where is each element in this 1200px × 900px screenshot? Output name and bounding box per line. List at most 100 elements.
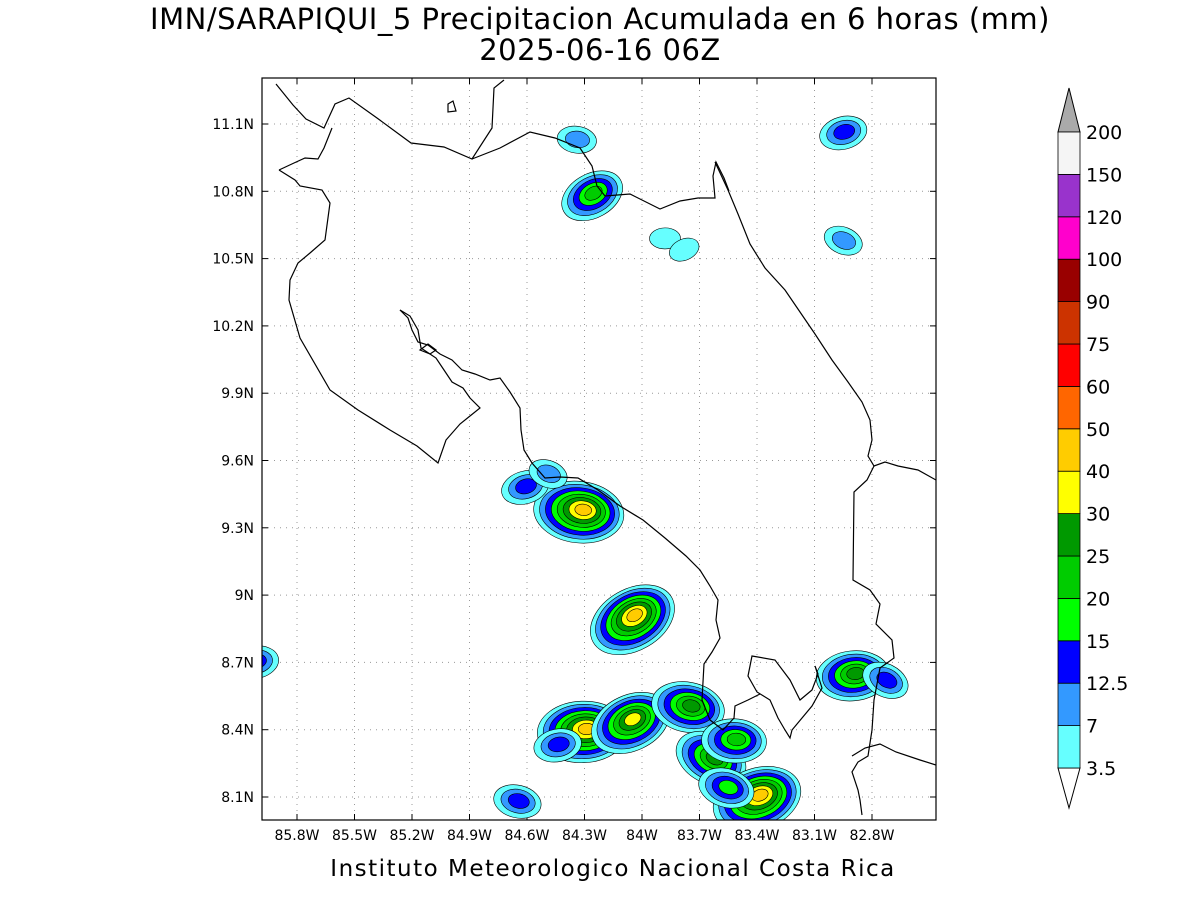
- colorbar-label: 90: [1086, 292, 1110, 314]
- lon-tick-label: 84.6W: [504, 828, 549, 844]
- lon-tick-label: 85.5W: [332, 828, 377, 844]
- colorbar-segment: [1057, 301, 1081, 345]
- precip-contour: [831, 231, 856, 250]
- colorbar-top-arrow: [1057, 87, 1081, 133]
- precip-contour: [669, 237, 700, 262]
- precip-cell: [533, 728, 582, 763]
- title-line-2: 2025-06-16 06Z: [479, 33, 721, 67]
- colorbar-segment: [1057, 343, 1081, 387]
- longitude-labels: 85.8W 85.5W 85.2W 84.9W 84.6W 84.3W 84W 83.7W 83…: [274, 828, 894, 844]
- lat-tick-label: 8.4N: [221, 723, 254, 739]
- colorbar-segment: [1057, 385, 1081, 430]
- precip-cell: [649, 227, 681, 250]
- lat-tick-label: 10.2N: [212, 319, 254, 335]
- precip-contour: [682, 699, 701, 713]
- footer-credit: Instituto Meteorologico Nacional Costa R…: [330, 856, 896, 882]
- lat-tick-label: 8.1N: [221, 790, 254, 806]
- precip-contour: [547, 736, 570, 753]
- lon-tick-label: 85.2W: [389, 828, 434, 844]
- colorbar-segment: [1057, 640, 1081, 684]
- panama-border: [851, 465, 895, 816]
- san-juan-border: [471, 131, 730, 210]
- lon-tick-label: 85.8W: [274, 828, 319, 844]
- colorbar-label: 50: [1086, 419, 1110, 441]
- precip-cell: [819, 115, 868, 151]
- precip-cell: [528, 459, 568, 489]
- lat-tick-label: 9N: [235, 588, 254, 604]
- precip-cell: [701, 718, 767, 764]
- lat-tick-label: 9.9N: [221, 386, 254, 402]
- golfo-dulce: [747, 655, 823, 740]
- colorbar-segment: [1057, 258, 1081, 303]
- precip-cell: [862, 661, 909, 699]
- lat-tick-label: 9.6N: [221, 454, 254, 470]
- precip-contour: [565, 130, 590, 149]
- precip-cell: [262, 645, 279, 680]
- colorbar-segment: [1057, 725, 1081, 769]
- precip-cell: [561, 170, 623, 222]
- precip-contour: [624, 712, 642, 727]
- precip-cell: [591, 692, 670, 754]
- precip-contour: [515, 478, 537, 495]
- lon-tick-label: 83.7W: [677, 828, 722, 844]
- precip-cell: [493, 784, 542, 819]
- chira-island: [418, 343, 438, 355]
- colorbar-segment: [1057, 470, 1081, 515]
- precip-cell: [823, 225, 863, 256]
- lon-tick-label: 82.8W: [849, 828, 894, 844]
- lat-tick-label: 9.3N: [221, 521, 254, 537]
- colorbar-label: 25: [1086, 546, 1110, 568]
- colorbar-segment: [1057, 598, 1081, 642]
- colorbar-label: 3.5: [1086, 758, 1116, 780]
- northern-border: [278, 127, 333, 171]
- lat-tick-label: 11.1N: [212, 117, 254, 133]
- precip-cell: [669, 237, 700, 262]
- panama-coast: [851, 743, 936, 766]
- precip-cell: [556, 125, 597, 154]
- chart-title: IMN/SARAPIQUI_5 Precipitacion Acumulada …: [0, 4, 1200, 66]
- guanacaste-coast: [278, 169, 481, 465]
- precip-contour: [726, 732, 747, 747]
- latitude-labels: 8.1N 8.4N 8.7N 9N 9.3N 9.6N 9.9N 10.2N 10.5N 10.8…: [212, 117, 254, 806]
- title-line-1: IMN/SARAPIQUI_5 Precipitacion Acumulada …: [150, 2, 1050, 36]
- precip-contour: [584, 185, 603, 201]
- lon-tick-label: 83.1W: [792, 828, 837, 844]
- colorbar-segment: [1057, 216, 1081, 260]
- coastline: [275, 79, 936, 816]
- lake-nicaragua-shore: [275, 79, 505, 160]
- gulf-of-nicoya: [399, 309, 761, 731]
- precip-contour: [876, 671, 898, 689]
- precip-contour: [718, 780, 739, 795]
- precip-contour: [574, 503, 592, 516]
- colorbar-segment: [1057, 131, 1081, 175]
- colorbar-legend: 3.5 7 12.5 15 20 25 30 40 50 60 75 90 100 120 150 200: [1057, 87, 1128, 810]
- precip-cell: [698, 767, 755, 809]
- colorbar-segment: [1057, 428, 1081, 472]
- colorbar-segment: [1057, 682, 1081, 727]
- colorbar-label: 60: [1086, 376, 1110, 398]
- colorbar-segment: [1057, 513, 1081, 557]
- lon-tick-label: 84W: [626, 828, 658, 844]
- precip-contour: [262, 653, 267, 670]
- lon-tick-label: 84.9W: [447, 828, 492, 844]
- colorbar-segment: [1057, 555, 1081, 599]
- colorbar-label: 30: [1086, 504, 1110, 526]
- colorbar-label: 12.5: [1086, 673, 1128, 695]
- precip-cell: [590, 584, 675, 656]
- colorbar-label: 7: [1086, 716, 1098, 738]
- precipitation-field: [262, 115, 909, 820]
- colorbar-label: 40: [1086, 461, 1110, 483]
- colorbar-bottom-arrow: [1057, 767, 1081, 810]
- colorbar-label: 15: [1086, 631, 1110, 653]
- lon-tick-label: 84.3W: [562, 828, 607, 844]
- lon-tick-label: 83.4W: [734, 828, 779, 844]
- map-frame: [261, 77, 937, 821]
- lat-tick-label: 10.5N: [212, 252, 254, 268]
- precip-contour: [626, 608, 643, 623]
- colorbar-label: 120: [1086, 207, 1122, 229]
- precip-cell: [533, 480, 625, 544]
- colorbar-label: 150: [1086, 164, 1122, 186]
- colorbar-segment: [1057, 173, 1081, 218]
- colorbar-label: 20: [1086, 588, 1110, 610]
